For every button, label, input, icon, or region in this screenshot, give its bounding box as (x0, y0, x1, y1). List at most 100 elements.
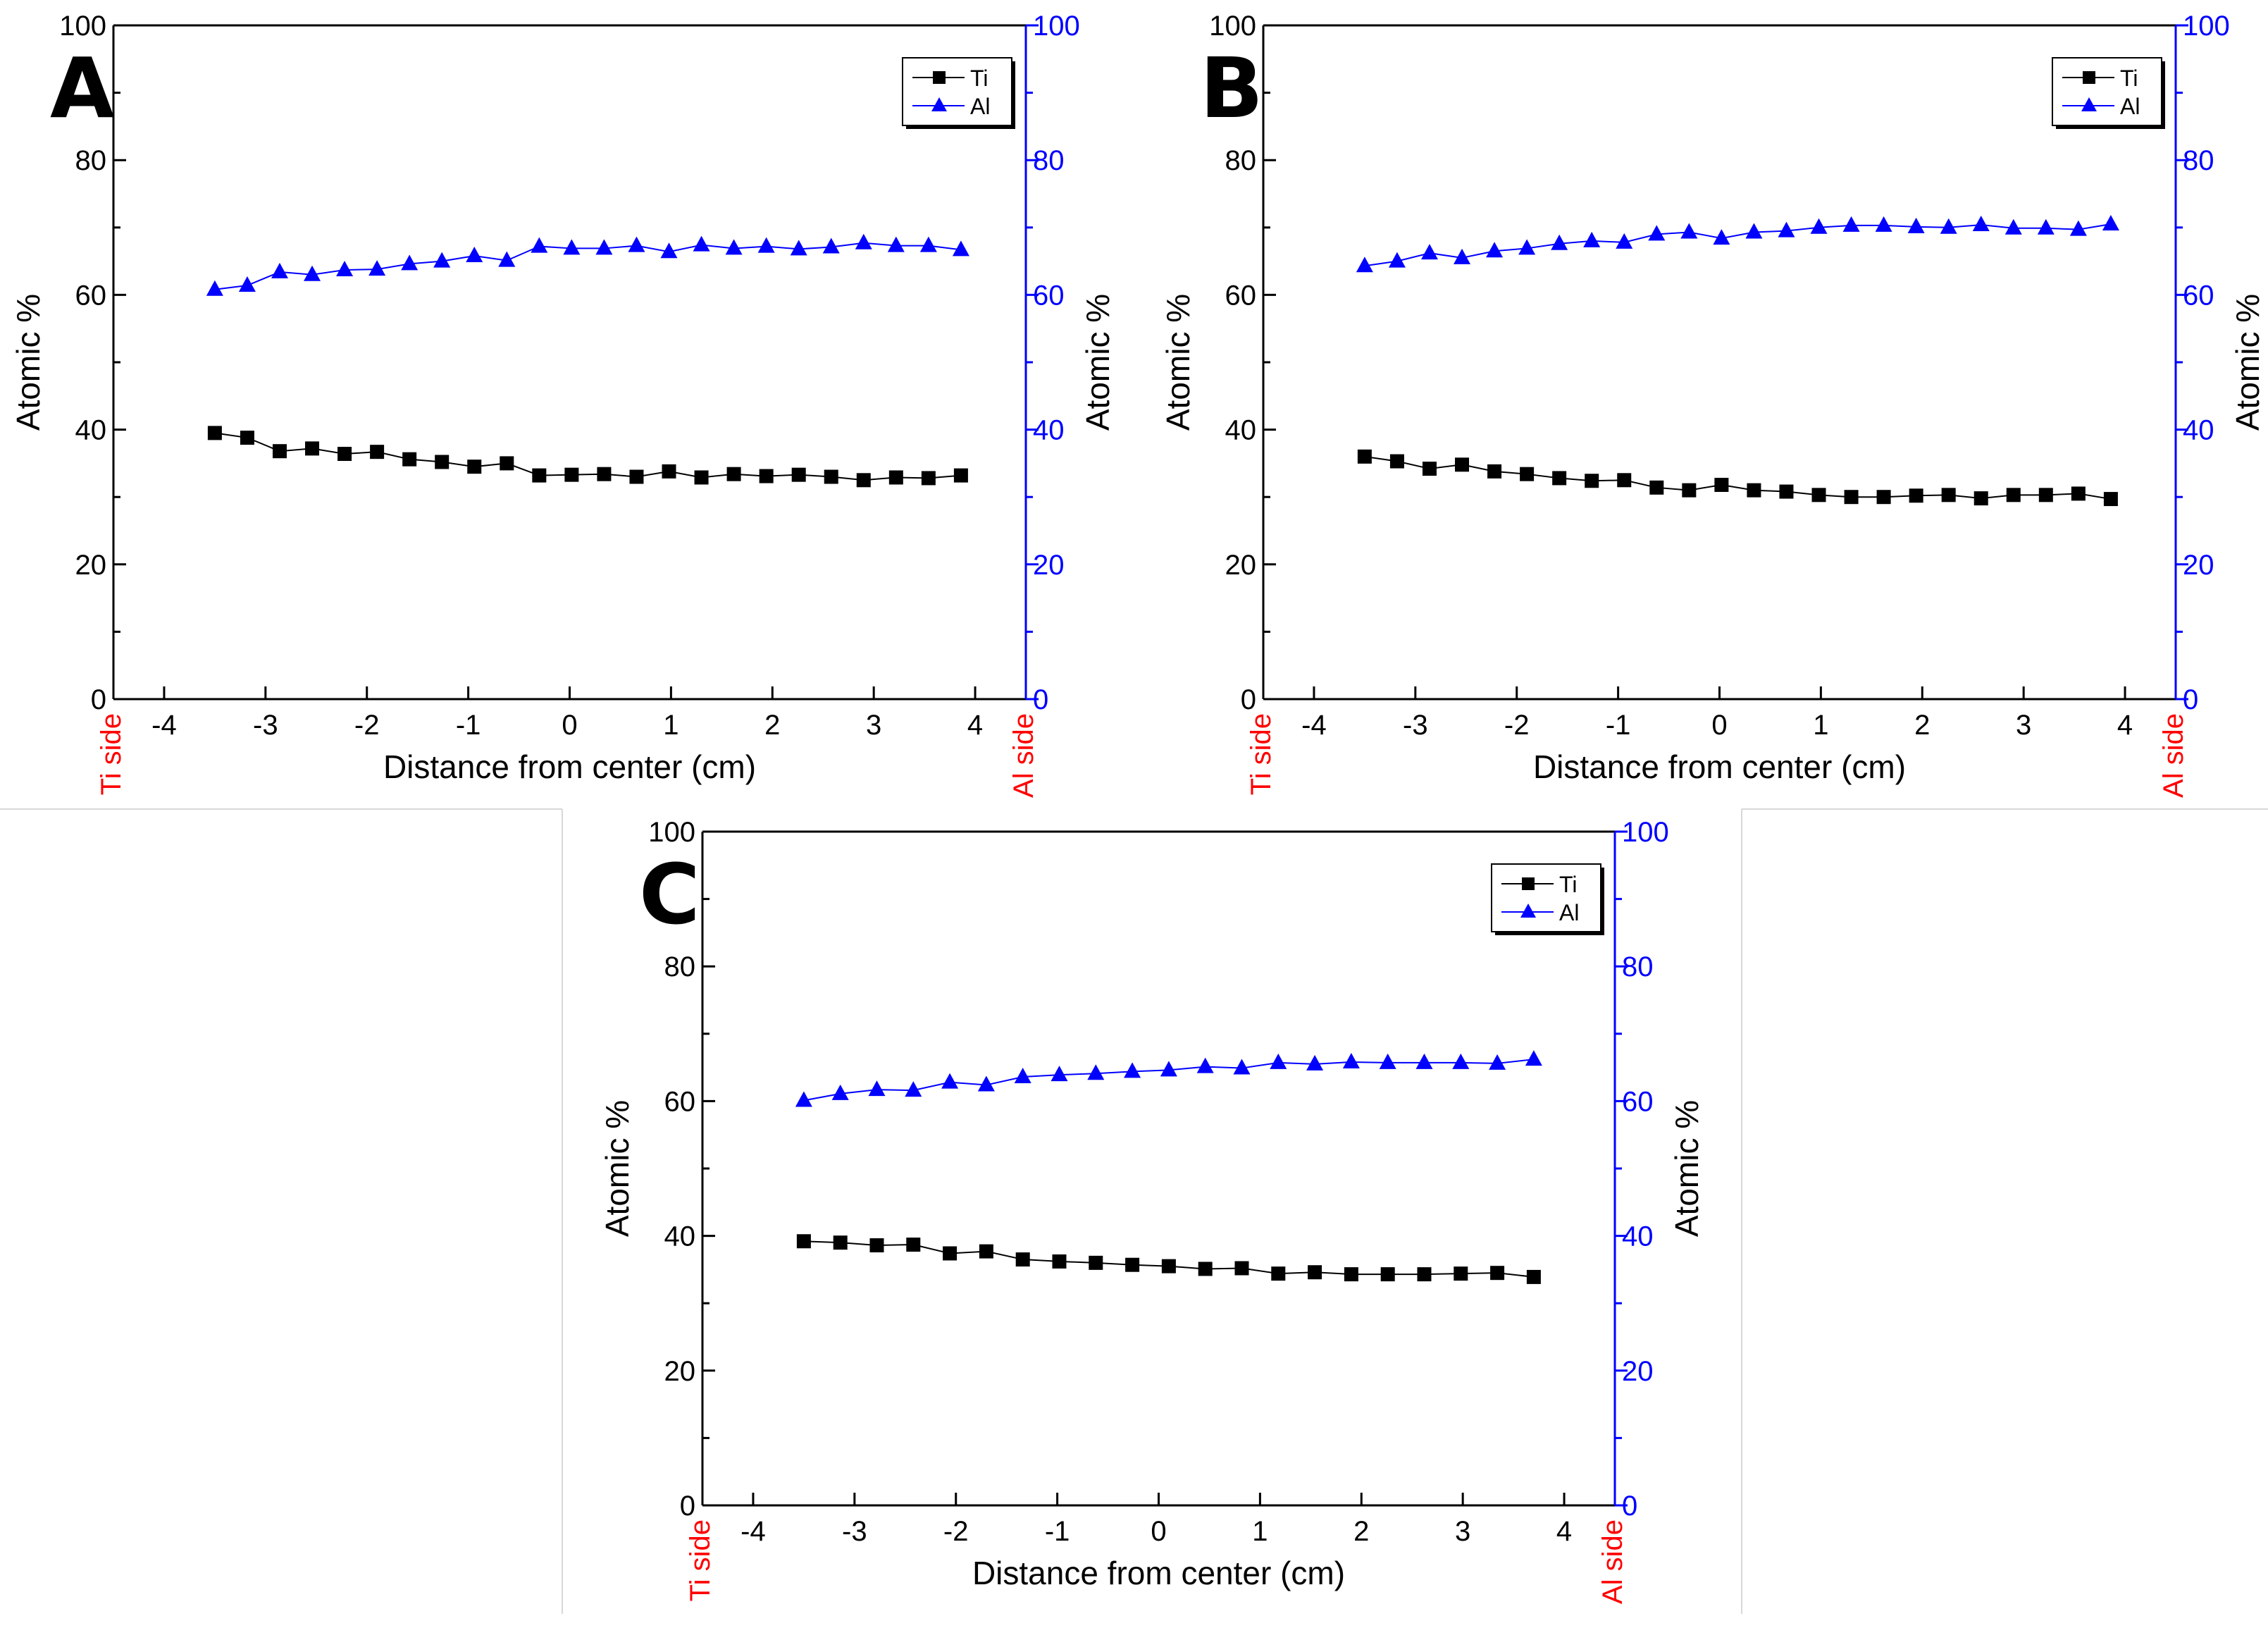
panel-a-y2-tick-label: 80 (1033, 145, 1065, 176)
panel-c-legend-marker-ti (1522, 877, 1535, 890)
panel-a-al-point (952, 240, 969, 257)
panel-a-ti-point (337, 447, 352, 462)
panel-b-ti-point (1357, 449, 1372, 464)
panel-c-y2-tick-label: 40 (1622, 1221, 1654, 1252)
panel-b-ti-point (1455, 457, 1470, 472)
panel-c-ti-point (1271, 1266, 1286, 1281)
panel-b-y-tick-label: 40 (1225, 415, 1257, 446)
panel-c-y-tick-label: 20 (664, 1356, 696, 1387)
panel-c-ti-point (1344, 1267, 1358, 1282)
panel-a-al-point (271, 262, 288, 278)
panel-a-al-point (919, 236, 937, 252)
panel-b-al-point (1518, 239, 1536, 255)
panel-b-al-point (1875, 216, 1892, 232)
panel-c-letter: C (639, 846, 700, 943)
panel-b-ti-point (1941, 488, 1956, 502)
panel-a-ti-point (953, 468, 968, 483)
panel-a-legend-label-ti: Ti (970, 66, 988, 91)
panel-c-ti-side-label: Ti side (685, 1519, 716, 1601)
panel-a-ti-side-label: Ti side (96, 713, 127, 795)
panel-a-ti-point (564, 467, 579, 482)
panel-b-y-tick-label: 60 (1225, 280, 1257, 311)
panel-b-x-tick-label: -3 (1403, 710, 1428, 741)
panel-c-ti-point (796, 1234, 811, 1249)
panel-b-al-point (2004, 218, 2022, 235)
panel-c-ti-point (869, 1238, 884, 1252)
panel-a-y-axis-title: Atomic % (10, 294, 47, 431)
panel-b-al-point (2069, 220, 2087, 236)
panel-c-al-point (1051, 1066, 1068, 1082)
panel-b-al-point (1388, 252, 1406, 268)
panel-a-al-point (238, 276, 256, 292)
panel-b-x-tick-label: -4 (1301, 710, 1327, 741)
panel-c-legend-label-ti: Ti (1559, 872, 1577, 897)
panel-a-letter: A (50, 39, 114, 137)
panel-c-x-tick-label: 0 (1151, 1516, 1166, 1547)
panel-c-al-point (795, 1091, 812, 1107)
panel-b-legend-marker-al (2081, 97, 2097, 111)
panel-a-x-tick-label: -1 (456, 710, 481, 741)
panel-a-al-point (466, 246, 483, 262)
panel-a-al-point (757, 237, 775, 253)
panel-b-x-tick-label: 4 (2117, 710, 2133, 741)
panel-a-x-tick-label: -3 (253, 710, 278, 741)
panel-c-ti-point (1161, 1259, 1176, 1274)
panel-a-ti-point (597, 467, 612, 481)
panel-a-legend-box (902, 57, 1012, 126)
panel-c-ti-point (1308, 1265, 1322, 1280)
panel-a-al-point (628, 236, 645, 252)
panel-c-al-point (1160, 1061, 1177, 1077)
panel-b-ti-point (1973, 491, 1988, 506)
panel-b-y2-tick-label: 0 (2183, 684, 2198, 715)
panel-b-al-point (1810, 218, 1828, 234)
panel-c-y-tick-label: 100 (648, 817, 695, 848)
panel-b-y2-axis-title: Atomic % (2229, 294, 2266, 431)
panel-b-y2-tick-label: 20 (2183, 550, 2214, 581)
panel-a-ti-point (694, 470, 709, 485)
panel-b-ti-point (1876, 490, 1891, 505)
panel-a-ti-point (791, 467, 806, 482)
panel-a-ti-point (435, 455, 450, 469)
panel-c-al-point (868, 1080, 886, 1097)
panel-c-al-point (1525, 1050, 1542, 1066)
panel-b-ti-point (1811, 488, 1826, 502)
panel-c-al-point (1124, 1062, 1141, 1078)
panel-c-al-point (1270, 1053, 1287, 1069)
panel-c-y-tick-label: 60 (664, 1086, 696, 1117)
panel-c-ti-point (1234, 1261, 1249, 1276)
panel-b-y-tick-label: 20 (1225, 550, 1257, 581)
panel-b-ti-side-label: Ti side (1246, 713, 1277, 795)
panel-a-al-point (433, 252, 451, 268)
panel-a-legend: Ti Al (902, 57, 1015, 129)
panel-b-al-point (1778, 221, 1795, 238)
panel-b-al-point (1648, 225, 1666, 241)
panel-c-ti-point (833, 1235, 848, 1250)
panel-b-al-point (1907, 217, 1925, 233)
panel-b-ti-point (1714, 477, 1729, 492)
panel-a-y-tick-label: 100 (59, 11, 106, 42)
panel-a-ti-point (726, 467, 741, 481)
panel-c-al-point (1014, 1067, 1031, 1083)
panel-a-al-point (660, 242, 678, 259)
panel-a-y2-tick-label: 60 (1033, 280, 1065, 311)
panel-a-al-point (401, 254, 419, 271)
panel-b-al-point (1680, 223, 1698, 239)
panel-c-x-tick-label: -3 (842, 1516, 867, 1547)
panel-b-x-tick-label: -2 (1504, 710, 1530, 741)
panel-b-al-point (2102, 215, 2119, 231)
panel-b-legend-label-ti: Ti (2120, 66, 2138, 91)
panel-c-y2-tick-label: 80 (1622, 951, 1654, 982)
panel-a-x-tick-label: -2 (354, 710, 380, 741)
panel-b-ti-point (2103, 492, 2118, 507)
panel-c-ti-point (1526, 1269, 1541, 1284)
panel-a-ti-point (500, 456, 514, 471)
panel-b-y2-tick-label: 100 (2183, 11, 2230, 42)
panel-a-y2-tick-label: 100 (1033, 11, 1080, 42)
panel-b-y-tick-label: 100 (1209, 11, 1256, 42)
panel-a-x-tick-label: 1 (663, 710, 678, 741)
panel-b-x-tick-label: -1 (1606, 710, 1631, 741)
panel-a-legend-marker-ti (933, 71, 946, 84)
panel-a-y2-tick-label: 20 (1033, 550, 1065, 581)
